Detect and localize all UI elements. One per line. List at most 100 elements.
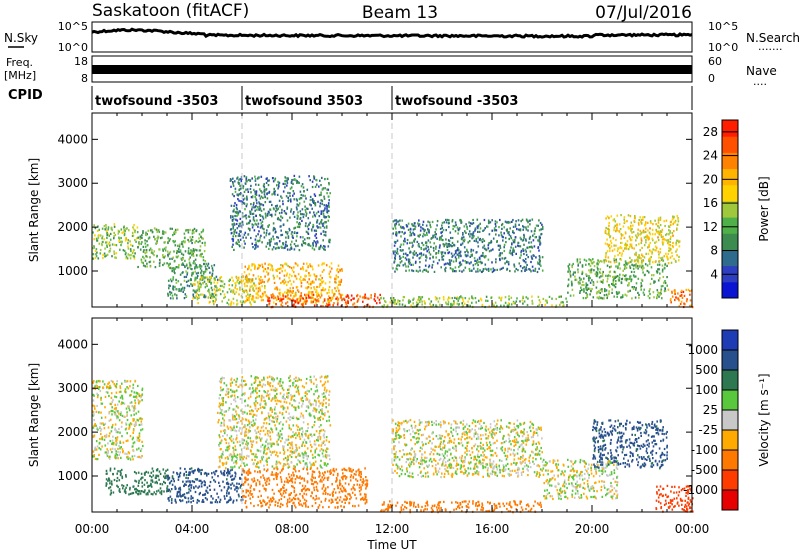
scatter-cell	[412, 228, 415, 231]
scatter-cell	[598, 261, 601, 264]
scatter-cell	[212, 269, 214, 272]
scatter-cell	[191, 238, 194, 242]
scatter-cell	[638, 293, 640, 296]
scatter-cell	[272, 229, 275, 232]
scatter-cell	[242, 279, 244, 282]
scatter-cell	[251, 264, 253, 267]
scatter-cell	[618, 291, 621, 294]
scatter-cell	[169, 250, 172, 254]
scatter-cell	[119, 451, 121, 454]
scatter-cell	[204, 295, 207, 298]
scatter-cell	[185, 473, 188, 477]
scatter-cell	[663, 266, 666, 269]
scatter-cell	[441, 251, 444, 254]
scatter-cell	[607, 274, 610, 277]
scatter-cell	[264, 285, 266, 288]
scatter-cell	[185, 295, 188, 298]
scatter-cell	[312, 293, 315, 296]
scatter-cell	[158, 248, 160, 251]
scatter-cell	[667, 239, 670, 242]
scatter-cell	[231, 474, 234, 477]
scatter-cell	[151, 480, 154, 483]
scatter-cell	[149, 247, 152, 250]
scatter-cell	[409, 241, 411, 244]
scatter-cell	[601, 260, 603, 263]
scatter-cell	[119, 396, 122, 399]
scatter-cell	[323, 262, 325, 265]
scatter-cell	[273, 187, 275, 190]
scatter-cell	[134, 402, 137, 405]
scatter-cell	[527, 229, 529, 232]
scatter-cell	[195, 485, 197, 488]
scatter-cell	[448, 240, 451, 243]
scatter-cell	[196, 298, 199, 301]
scatter-cell	[226, 434, 228, 437]
scatter-cell	[107, 479, 109, 482]
scatter-cell	[260, 225, 263, 228]
scatter-cell	[276, 247, 278, 250]
scatter-cell	[507, 302, 510, 305]
scatter-cell	[328, 272, 331, 275]
scatter-cell	[374, 293, 376, 296]
scatter-cell	[123, 415, 125, 418]
scatter-cell	[198, 294, 200, 297]
scatter-cell	[574, 275, 576, 278]
scatter-cell	[254, 179, 257, 182]
scatter-cell	[528, 268, 530, 271]
scatter-cell	[655, 223, 657, 226]
scatter-cell	[306, 281, 309, 284]
scatter-cell	[299, 296, 301, 299]
scatter-cell	[614, 271, 617, 274]
scatter-cell	[667, 240, 670, 243]
scatter-cell	[253, 263, 255, 266]
scatter-cell	[237, 276, 240, 279]
scatter-cell	[620, 258, 622, 261]
scatter-cell	[403, 232, 405, 235]
scatter-cell	[417, 270, 419, 273]
scatter-cell	[320, 289, 323, 292]
scatter-cell	[145, 493, 148, 496]
scatter-cell	[304, 274, 307, 277]
scatter-cell	[229, 278, 231, 282]
scatter-cell	[256, 202, 258, 205]
scatter-cell	[617, 254, 619, 257]
scatter-cell	[443, 221, 446, 224]
scatter-cell	[280, 264, 282, 267]
scatter-cell	[592, 296, 595, 299]
scatter-cell	[219, 284, 222, 288]
scatter-cell	[567, 285, 569, 288]
scatter-cell	[180, 283, 182, 286]
scatter-cell	[282, 294, 284, 297]
scatter-cell	[405, 224, 408, 227]
scatter-cell	[417, 242, 420, 246]
scatter-cell	[615, 238, 617, 242]
scatter-cell	[128, 452, 131, 455]
scatter-cell	[159, 487, 162, 490]
scatter-cell	[447, 303, 450, 306]
scatter-cell	[200, 472, 202, 475]
scatter-cell	[328, 291, 330, 294]
scatter-cell	[156, 482, 158, 485]
scatter-cell	[300, 213, 302, 216]
scatter-cell	[108, 419, 111, 422]
scatter-cell	[326, 207, 328, 210]
scatter-cell	[525, 296, 528, 299]
scatter-cell	[109, 247, 112, 250]
scatter-cell	[248, 215, 251, 218]
scatter-cell	[252, 295, 254, 298]
scatter-cell	[538, 219, 540, 222]
scatter-cell	[294, 292, 297, 295]
scatter-cell	[200, 277, 203, 280]
scatter-cell	[287, 231, 289, 234]
scatter-cell	[125, 237, 127, 240]
scatter-cell	[126, 411, 128, 414]
scatter-cell	[242, 236, 244, 239]
scatter-cell	[359, 295, 361, 298]
scatter-cell	[94, 227, 97, 230]
scatter-cell	[106, 245, 108, 248]
scatter-cell	[503, 226, 505, 229]
scatter-cell	[396, 268, 399, 271]
scatter-cell	[311, 185, 314, 189]
scatter-cell	[304, 302, 307, 305]
scatter-cell	[165, 246, 167, 249]
